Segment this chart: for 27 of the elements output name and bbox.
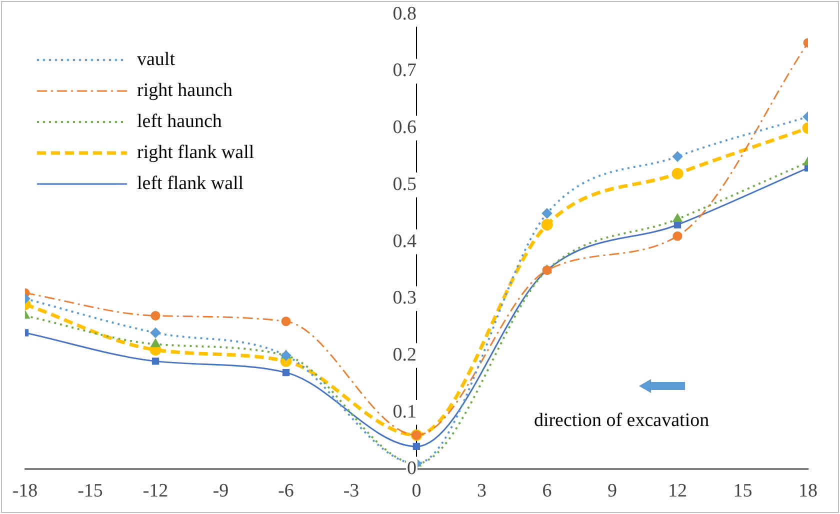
x-tick-label: -3: [343, 480, 360, 502]
legend-label: right haunch: [137, 79, 233, 104]
y-tick-label: 0: [407, 458, 416, 480]
x-tick-label: 12: [668, 480, 687, 502]
y-tick-label: 0.3: [392, 288, 416, 309]
x-tick-label: 9: [608, 480, 617, 502]
y-tick-label: 0.7: [392, 60, 416, 82]
x-tick-label: 18: [798, 480, 818, 502]
x-tick-label: -15: [78, 480, 103, 502]
y-tick-label: 0.4: [392, 230, 417, 252]
x-tick-label: -6: [278, 480, 294, 502]
x-tick-label: 15: [733, 480, 752, 502]
x-tick-label: -9: [212, 480, 229, 502]
y-tick-label: 0.6: [392, 117, 416, 138]
y-tick-label: 0.5: [392, 174, 416, 195]
y-tick-label: 0.1: [392, 401, 416, 422]
x-tick-label: -18: [12, 480, 38, 502]
x-tick-label: 3: [477, 480, 486, 502]
legend-label: left flank wall: [137, 172, 244, 196]
legend-label: left haunch: [137, 110, 222, 134]
legend-label: vault: [137, 48, 175, 72]
x-tick-label: -12: [142, 480, 168, 502]
y-tick-label: 0.2: [392, 344, 416, 366]
x-tick-label: 6: [542, 480, 552, 502]
legend-label: right flank wall: [137, 141, 254, 166]
y-tick-label: 0.8: [392, 3, 416, 24]
annotation: direction of excavation: [534, 410, 710, 432]
